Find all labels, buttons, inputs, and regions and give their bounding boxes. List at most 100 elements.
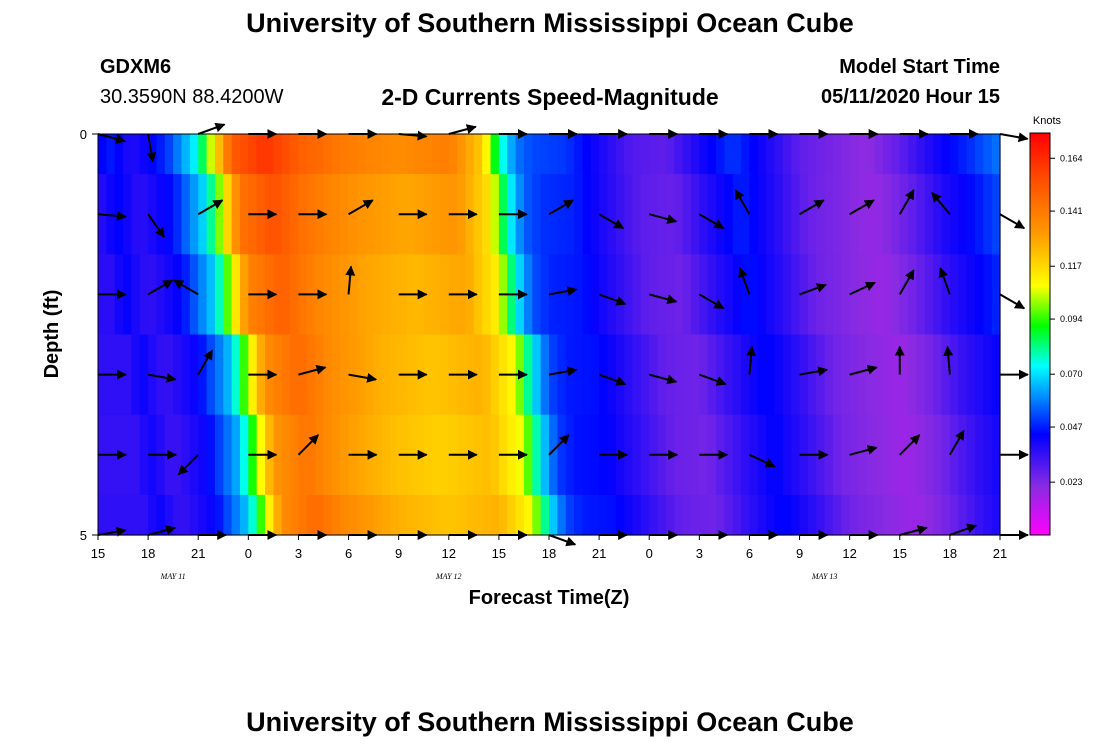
heatmap-cell: [615, 494, 625, 536]
heatmap-cell: [231, 414, 241, 496]
heatmap-cell: [841, 334, 851, 416]
current-vector-arrow: [598, 373, 627, 386]
heatmap-cell: [824, 254, 834, 336]
heatmap-cell: [749, 334, 759, 416]
heatmap-cell: [532, 494, 542, 536]
colorbar-unit: Knots: [1033, 115, 1062, 127]
heatmap-cell: [690, 134, 700, 175]
heatmap-grid: [98, 134, 1001, 536]
heatmap-cell: [674, 414, 684, 496]
heatmap-cell: [933, 414, 943, 496]
heatmap-cell: [724, 174, 734, 255]
heatmap-cell: [473, 174, 483, 255]
heatmap-cell: [173, 494, 183, 536]
heatmap-cell: [958, 134, 968, 175]
heatmap-cell: [523, 414, 533, 496]
x-axis: 15 18 21 0 3 6 9 12 15 18 21 0 3 6 9 12 15 18 21 MAY 11 MAY …: [91, 535, 1007, 581]
heatmap-cell: [690, 414, 700, 496]
heatmap-cell: [782, 254, 792, 336]
current-vector-arrow: [938, 267, 951, 295]
heatmap-cell: [181, 414, 191, 496]
heatmap-cell: [674, 494, 684, 536]
heatmap-cell: [340, 134, 350, 175]
heatmap-cell: [549, 494, 558, 536]
heatmap-cell: [340, 174, 350, 255]
heatmap-cell: [540, 494, 550, 536]
heatmap-cell: [189, 334, 199, 416]
heatmap-cell: [983, 334, 993, 416]
heatmap-cell: [407, 494, 416, 536]
heatmap-cell: [832, 494, 842, 536]
heatmap-cell: [899, 254, 909, 336]
heatmap-cell: [941, 334, 951, 416]
heatmap-cell: [807, 254, 817, 336]
current-vector-arrow: [548, 199, 575, 216]
heatmap-cell: [223, 414, 233, 496]
heatmap-cell: [716, 134, 725, 175]
heatmap-cell: [515, 134, 525, 175]
x-tick-label: 18: [542, 546, 556, 561]
heatmap-cell: [315, 414, 325, 496]
heatmap-cell: [540, 414, 550, 496]
heatmap-cell: [223, 254, 233, 336]
heatmap-cell: [306, 494, 316, 536]
heatmap-cell: [131, 334, 141, 416]
heatmap-cell: [782, 174, 792, 255]
heatmap-cell: [365, 174, 375, 255]
x-tick-label: 6: [746, 546, 753, 561]
heatmap-cell: [832, 254, 842, 336]
heatmap-cell: [732, 414, 742, 496]
heatmap-cell: [390, 134, 400, 175]
heatmap-cell: [732, 254, 742, 336]
current-vector-arrow: [197, 122, 226, 135]
heatmap-cell: [966, 174, 976, 255]
heatmap-cell: [565, 254, 575, 336]
heatmap-cell: [248, 134, 258, 175]
heatmap-cell: [348, 254, 358, 336]
heatmap-cell: [239, 414, 249, 496]
heatmap-cell: [933, 254, 943, 336]
current-vector-arrow: [898, 269, 915, 295]
station-id: GDXM6: [100, 56, 172, 78]
heatmap-cell: [916, 414, 926, 496]
heatmap-cell: [448, 134, 458, 175]
heatmap-cell: [373, 494, 383, 536]
heatmap-cell: [841, 174, 851, 255]
heatmap-cell: [265, 134, 274, 175]
x-tick-label: 15: [492, 546, 506, 561]
heatmap-cell: [991, 254, 1001, 336]
heatmap-cell: [899, 414, 909, 496]
y-axis: 05: [80, 127, 98, 543]
heatmap-cell: [131, 134, 141, 175]
heatmap-cell: [908, 254, 918, 336]
heatmap-cell: [824, 414, 834, 496]
heatmap-cell: [674, 254, 684, 336]
heatmap-cell: [440, 174, 450, 255]
heatmap-cell: [523, 494, 533, 536]
x-tick-label: 9: [796, 546, 803, 561]
heatmap-cell: [874, 334, 884, 416]
heatmap-cell: [791, 254, 801, 336]
heatmap-cell: [156, 254, 166, 336]
heatmap-cell: [858, 174, 867, 255]
heatmap-cell: [908, 334, 918, 416]
heatmap-cell: [799, 134, 809, 175]
heatmap-cell: [206, 414, 216, 496]
heatmap-cell: [381, 174, 391, 255]
heatmap-cell: [131, 254, 141, 336]
heatmap-cell: [507, 134, 517, 175]
heatmap-cell: [716, 334, 725, 416]
heatmap-cell: [290, 134, 300, 175]
heatmap-cell: [557, 254, 567, 336]
heatmap-cell: [574, 414, 584, 496]
heatmap-cell: [774, 494, 784, 536]
heatmap-cell: [757, 134, 767, 175]
heatmap-cell: [933, 334, 943, 416]
colorbar-tick-label: 0.047: [1060, 422, 1083, 432]
heatmap-cell: [181, 494, 191, 536]
heatmap-cell: [348, 494, 358, 536]
heatmap-cell: [924, 134, 934, 175]
heatmap-cell: [281, 334, 291, 416]
heatmap-cell: [941, 254, 951, 336]
